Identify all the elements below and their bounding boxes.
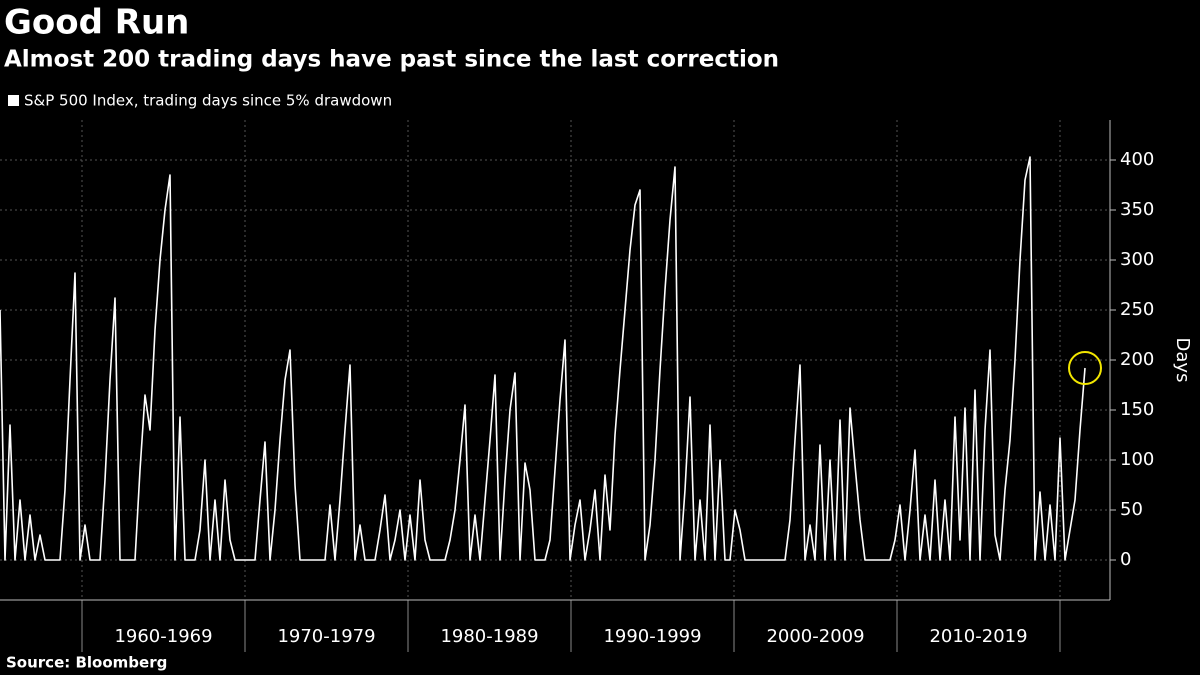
chart-title: Good Run (4, 3, 189, 43)
x-tick-label: 1960-1969 (114, 626, 212, 647)
y-tick-label: 150 (1120, 399, 1154, 420)
y-tick-label: 300 (1120, 249, 1154, 270)
x-tick-label: 1980-1989 (440, 626, 538, 647)
x-tick-label: 2000-2009 (766, 626, 864, 647)
y-tick-label: 50 (1120, 499, 1143, 520)
legend-label: S&P 500 Index, trading days since 5% dra… (24, 92, 392, 110)
y-tick-label: 350 (1120, 199, 1154, 220)
legend-swatch (8, 95, 19, 106)
y-tick-label: 200 (1120, 349, 1154, 370)
x-tick-label: 1990-1999 (603, 626, 701, 647)
y-tick-label: 400 (1120, 149, 1154, 170)
y-tick-label: 250 (1120, 299, 1154, 320)
y-tick-label: 100 (1120, 449, 1154, 470)
y-tick-label: 0 (1120, 549, 1131, 570)
x-tick-label: 2010-2019 (929, 626, 1027, 647)
chart-subtitle: Almost 200 trading days have past since … (4, 47, 779, 73)
data-line (0, 156, 1086, 561)
highlight-circle (1068, 351, 1102, 385)
y-axis-label: Days (1172, 338, 1193, 383)
x-tick-label: 1970-1979 (277, 626, 375, 647)
source: Source: Bloomberg (6, 654, 167, 672)
